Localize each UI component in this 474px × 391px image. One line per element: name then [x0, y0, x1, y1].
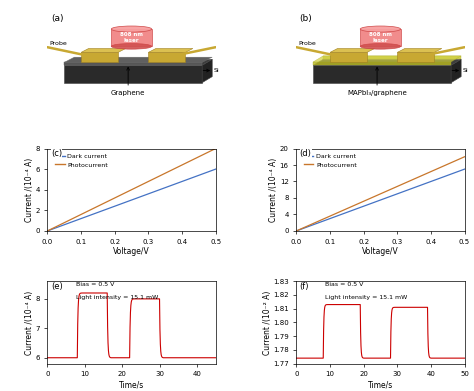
- Polygon shape: [81, 52, 118, 62]
- Polygon shape: [330, 52, 367, 62]
- X-axis label: Time/s: Time/s: [119, 380, 144, 389]
- Text: Graphene: Graphene: [111, 90, 146, 96]
- Text: Probe: Probe: [298, 41, 316, 46]
- Text: Si: Si: [214, 68, 219, 73]
- Polygon shape: [451, 59, 461, 83]
- Text: Bias = 0.5 V: Bias = 0.5 V: [325, 282, 363, 287]
- Y-axis label: Current /(10⁻⁴ A): Current /(10⁻⁴ A): [269, 158, 278, 222]
- Text: (c): (c): [51, 149, 62, 158]
- Text: (e): (e): [51, 282, 63, 291]
- Polygon shape: [313, 65, 451, 83]
- Text: Light intensity = 15.1 mW: Light intensity = 15.1 mW: [325, 295, 407, 300]
- Polygon shape: [64, 59, 212, 65]
- FancyBboxPatch shape: [111, 29, 152, 47]
- Polygon shape: [397, 52, 434, 62]
- Polygon shape: [64, 57, 212, 62]
- Text: MAPbI₃/graphene: MAPbI₃/graphene: [347, 90, 407, 96]
- Ellipse shape: [111, 43, 152, 49]
- Polygon shape: [202, 59, 212, 83]
- Text: 808 nm
laser: 808 nm laser: [369, 32, 392, 43]
- Text: Light intensity = 15.1 mW: Light intensity = 15.1 mW: [76, 295, 158, 300]
- Polygon shape: [313, 59, 461, 65]
- Text: (d): (d): [300, 149, 311, 158]
- Polygon shape: [397, 48, 442, 52]
- X-axis label: Voltage/V: Voltage/V: [113, 248, 150, 256]
- X-axis label: Voltage/V: Voltage/V: [362, 248, 399, 256]
- Text: (f): (f): [300, 282, 309, 291]
- Polygon shape: [313, 56, 461, 62]
- Y-axis label: Current /(10⁻⁴ A): Current /(10⁻⁴ A): [25, 290, 34, 355]
- Text: Bias = 0.5 V: Bias = 0.5 V: [76, 282, 114, 287]
- Legend: Dark current, Photocurrent: Dark current, Photocurrent: [53, 151, 110, 170]
- Y-axis label: Current /(10⁻⁴ A): Current /(10⁻⁴ A): [25, 158, 34, 222]
- Text: (b): (b): [300, 14, 312, 23]
- Text: (a): (a): [51, 14, 63, 23]
- Text: Si: Si: [463, 68, 468, 73]
- Polygon shape: [323, 56, 461, 59]
- X-axis label: Time/s: Time/s: [368, 380, 393, 389]
- FancyBboxPatch shape: [360, 29, 401, 47]
- Y-axis label: Current /(10⁻² A): Current /(10⁻² A): [263, 290, 272, 355]
- Polygon shape: [148, 48, 193, 52]
- Text: 808 nm
laser: 808 nm laser: [120, 32, 143, 43]
- Polygon shape: [148, 52, 185, 62]
- Polygon shape: [64, 65, 202, 83]
- Polygon shape: [81, 48, 126, 52]
- Polygon shape: [330, 48, 374, 52]
- Polygon shape: [64, 62, 202, 65]
- Polygon shape: [313, 62, 451, 65]
- Legend: Dark current, Photocurrent: Dark current, Photocurrent: [301, 151, 359, 170]
- Text: Probe: Probe: [49, 41, 67, 46]
- Ellipse shape: [111, 26, 152, 32]
- Ellipse shape: [360, 43, 401, 49]
- Ellipse shape: [360, 26, 401, 32]
